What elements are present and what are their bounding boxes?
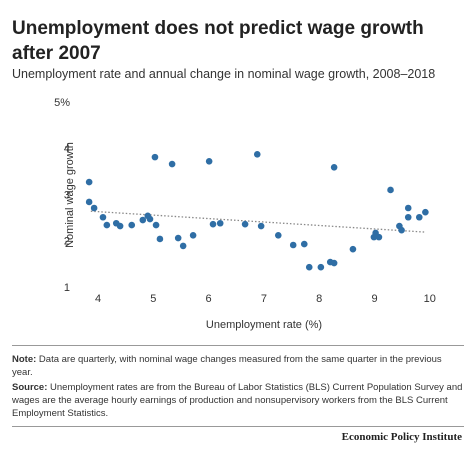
point bbox=[330, 259, 338, 267]
point bbox=[205, 157, 213, 165]
credit: Economic Policy Institute bbox=[341, 431, 462, 443]
note-label: Note: bbox=[12, 354, 37, 365]
x-tick-label: 6 bbox=[206, 293, 212, 305]
point bbox=[156, 235, 164, 243]
x-tick-label: 7 bbox=[261, 293, 267, 305]
point bbox=[128, 221, 136, 229]
point bbox=[257, 222, 265, 230]
point bbox=[146, 215, 154, 223]
point bbox=[404, 204, 412, 212]
point bbox=[174, 234, 182, 242]
point bbox=[216, 219, 224, 227]
point bbox=[90, 204, 98, 212]
point bbox=[317, 263, 325, 271]
source: Source: Unemployment rates are from the … bbox=[12, 381, 464, 420]
divider bbox=[12, 426, 464, 427]
point bbox=[179, 242, 187, 250]
y-tick-label: 5% bbox=[54, 97, 70, 109]
point bbox=[241, 220, 249, 228]
point bbox=[139, 216, 147, 224]
source-text: Unemployment rates are from the Bureau o… bbox=[12, 382, 463, 419]
note-text: Data are quarterly, with nominal wage ch… bbox=[12, 354, 442, 378]
source-label: Source: bbox=[12, 382, 48, 393]
point bbox=[152, 221, 160, 229]
point bbox=[116, 222, 124, 230]
chart-subtitle: Unemployment rate and annual change in n… bbox=[12, 67, 436, 81]
point bbox=[274, 231, 282, 239]
point bbox=[330, 163, 338, 171]
y-tick-label: 3 bbox=[64, 189, 70, 201]
point bbox=[349, 245, 357, 253]
x-tick-label: 9 bbox=[371, 293, 377, 305]
point bbox=[209, 220, 217, 228]
point bbox=[253, 151, 261, 158]
point bbox=[151, 153, 159, 161]
x-axis-label: Unemployment rate (%) bbox=[206, 319, 322, 331]
point bbox=[398, 226, 405, 234]
point bbox=[387, 186, 394, 194]
point bbox=[85, 198, 93, 206]
point bbox=[305, 263, 313, 271]
y-tick-label: 1 bbox=[64, 282, 70, 294]
x-tick-label: 8 bbox=[316, 293, 322, 305]
note: Note: Data are quarterly, with nominal w… bbox=[12, 353, 464, 379]
point bbox=[289, 241, 297, 249]
x-tick-label: 4 bbox=[95, 293, 101, 305]
point bbox=[415, 213, 423, 221]
divider bbox=[12, 345, 464, 346]
y-tick-label: 4 bbox=[64, 143, 70, 155]
chart-title: Unemployment does not predict wage growt… bbox=[12, 18, 424, 64]
point bbox=[404, 213, 412, 221]
point bbox=[422, 208, 429, 216]
point bbox=[85, 178, 93, 186]
point bbox=[300, 240, 308, 248]
point bbox=[375, 233, 383, 241]
point bbox=[189, 231, 197, 239]
y-axis-label: Nominal wage growth bbox=[64, 142, 76, 248]
point bbox=[168, 160, 176, 168]
x-tick-label: 5 bbox=[150, 293, 156, 305]
point bbox=[99, 213, 107, 221]
x-tick-label: 10 bbox=[424, 293, 436, 305]
y-tick-label: 2 bbox=[64, 236, 70, 248]
point bbox=[103, 221, 111, 229]
